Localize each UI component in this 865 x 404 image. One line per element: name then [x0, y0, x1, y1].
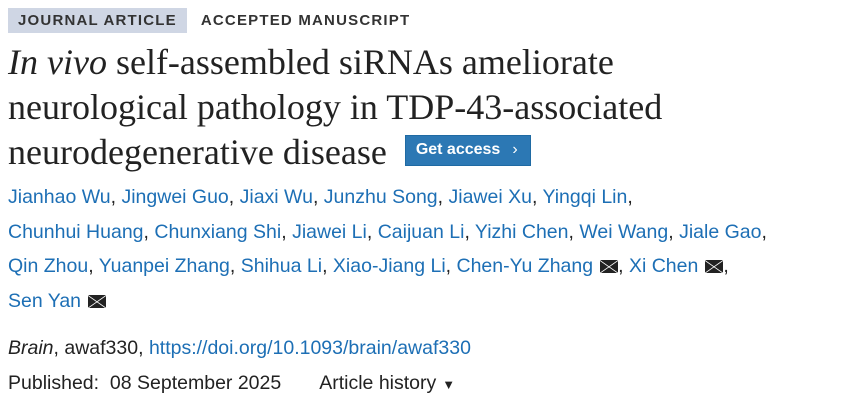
separator: , — [464, 220, 475, 243]
author-row: Sen Yan — [8, 284, 863, 319]
author-link[interactable]: Shihua Li — [240, 255, 323, 277]
author-link[interactable]: Jianhao Wu — [8, 186, 111, 208]
author-link[interactable]: Junzhu Song — [323, 186, 438, 208]
article-tags: JOURNAL ARTICLE ACCEPTED MANUSCRIPT — [8, 8, 420, 33]
separator: , — [723, 255, 729, 277]
author-link[interactable]: Yingqi Lin — [542, 186, 628, 208]
caret-down-icon: ▼ — [442, 377, 456, 392]
author-link[interactable]: Yizhi Chen — [474, 220, 569, 243]
separator: , — [281, 220, 293, 243]
article-type-badge: JOURNAL ARTICLE — [8, 8, 187, 33]
author-link[interactable]: Chen-Yu Zhang — [456, 255, 594, 277]
author-link[interactable]: Yuanpei Zhang — [98, 255, 230, 277]
author-link[interactable]: Qin Zhou — [8, 255, 89, 277]
author-link[interactable]: Wei Wang — [579, 220, 669, 243]
journal-name: Brain — [8, 337, 54, 359]
separator: , — [88, 255, 99, 277]
separator: , — [143, 220, 155, 243]
separator: , — [445, 255, 457, 277]
separator: , — [531, 186, 543, 208]
article-history-label: Article history — [319, 372, 437, 394]
author-link[interactable]: Chunxiang Shi — [154, 220, 282, 243]
author-link[interactable]: Xiao-Jiang Li — [332, 255, 446, 277]
separator: , — [618, 255, 629, 277]
manuscript-status-badge: ACCEPTED MANUSCRIPT — [200, 12, 411, 29]
separator: , — [312, 186, 324, 208]
author-row: Qin Zhou, Yuanpei Zhang, Shihua Li, Xiao… — [8, 249, 863, 284]
author-link[interactable]: Caijuan Li — [377, 220, 465, 243]
journal-citation: Brain, awaf330, https://doi.org/10.1093/… — [8, 337, 471, 360]
title-line-1: self-assembled siRNAs ameliorate — [106, 42, 614, 82]
author-link[interactable]: Jingwei Guo — [121, 186, 229, 208]
title-line-3: neurodegenerative disease — [8, 132, 387, 172]
title-line-2: neurological pathology in TDP-43-associa… — [8, 87, 663, 127]
chevron-right-icon: › — [512, 141, 518, 159]
separator: , — [322, 255, 333, 277]
get-access-button[interactable]: Get access › — [404, 135, 531, 167]
article-title: In vivo self-assembled siRNAs ameliorate… — [8, 40, 858, 175]
author-link[interactable]: Xi Chen — [628, 255, 699, 277]
author-link[interactable]: Sen Yan — [8, 289, 82, 312]
separator: , — [627, 186, 633, 208]
separator: , — [761, 220, 767, 243]
author-link[interactable]: Jiale Gao — [679, 220, 762, 243]
separator: , — [568, 220, 580, 243]
author-link[interactable]: Jiaxi Wu — [239, 186, 313, 208]
mail-icon[interactable] — [88, 294, 107, 308]
mail-icon[interactable] — [705, 260, 724, 273]
author-link[interactable]: Jiawei Xu — [448, 186, 532, 208]
author-row: Chunhui Huang, Chunxiang Shi, Jiawei Li,… — [8, 215, 863, 250]
separator: , — [228, 186, 240, 208]
doi-link[interactable]: https://doi.org/10.1093/brain/awaf330 — [148, 337, 471, 359]
get-access-label: Get access — [415, 141, 501, 159]
mail-icon[interactable] — [600, 260, 619, 273]
article-id: , awaf330, — [53, 337, 149, 359]
article-history-toggle[interactable]: Article history ▼ — [319, 372, 455, 395]
author-link[interactable]: Jiawei Li — [292, 220, 367, 243]
author-list: Jianhao Wu, Jingwei Guo, Jiaxi Wu, Junzh… — [8, 180, 863, 318]
separator: , — [437, 186, 449, 208]
separator: , — [366, 220, 378, 243]
publication-info: Published: 08 September 2025 Article his… — [8, 372, 455, 395]
title-italic: In vivo — [8, 42, 107, 82]
author-link[interactable]: Chunhui Huang — [8, 220, 144, 243]
separator: , — [668, 220, 680, 243]
author-row: Jianhao Wu, Jingwei Guo, Jiaxi Wu, Junzh… — [8, 180, 863, 215]
published-label: Published: — [8, 372, 100, 394]
separator: , — [110, 186, 122, 208]
separator: , — [229, 255, 241, 277]
published-date: 08 September 2025 — [109, 372, 282, 394]
